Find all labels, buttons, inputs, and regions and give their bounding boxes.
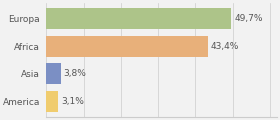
Bar xyxy=(46,91,58,112)
Bar xyxy=(46,8,232,29)
Bar xyxy=(46,36,208,57)
Bar xyxy=(46,63,60,84)
Text: 3,1%: 3,1% xyxy=(61,97,84,106)
Text: 43,4%: 43,4% xyxy=(211,42,239,51)
Text: 3,8%: 3,8% xyxy=(64,69,87,78)
Text: 49,7%: 49,7% xyxy=(234,14,263,23)
